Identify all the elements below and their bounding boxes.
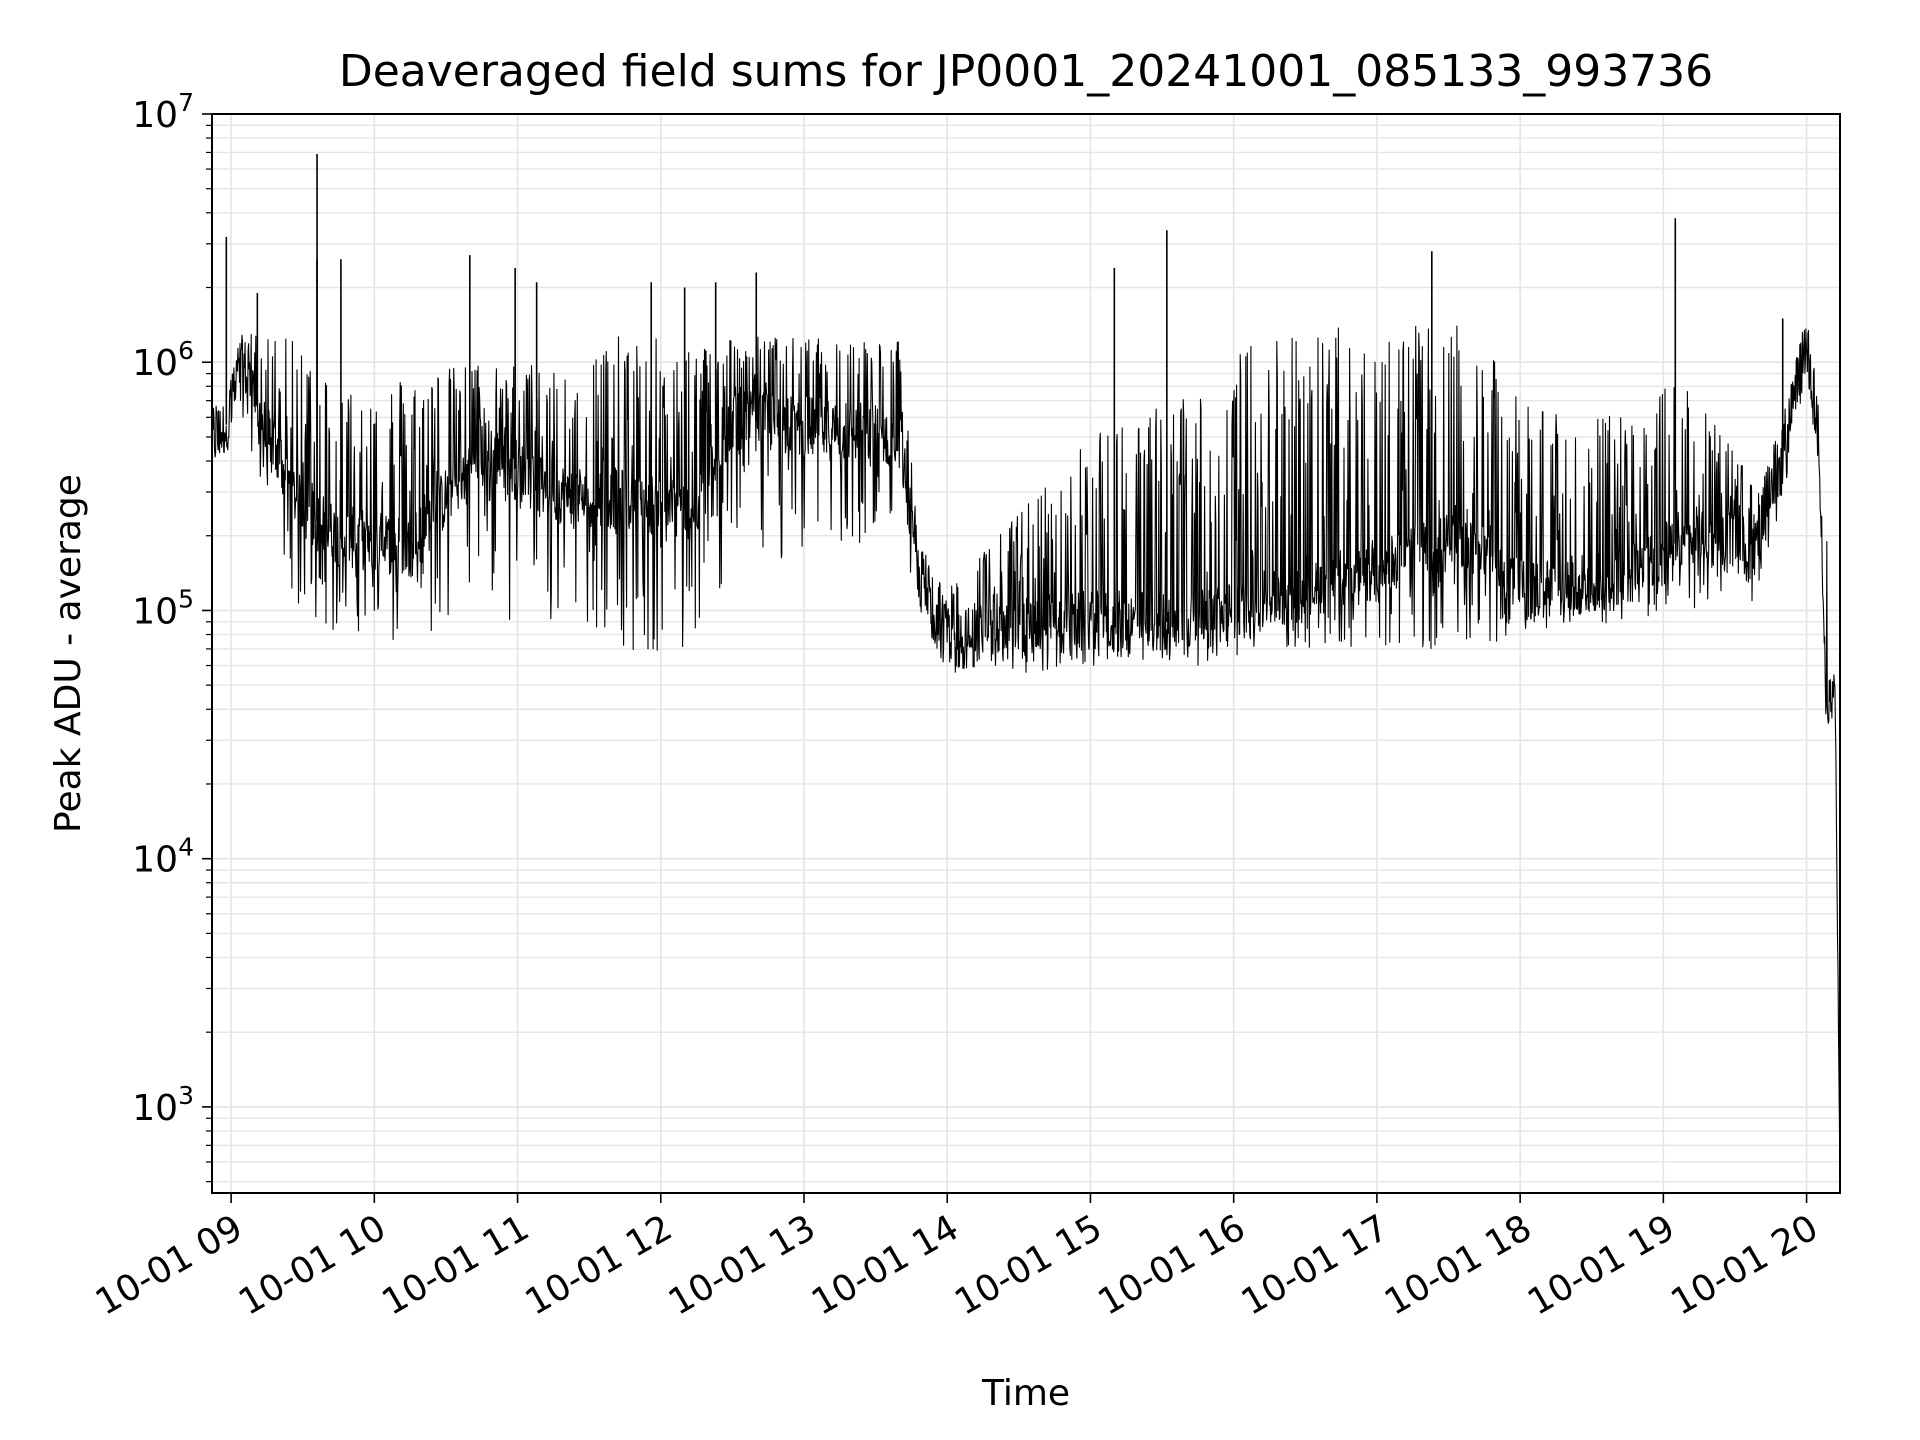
y-tick-label: 105 xyxy=(132,584,194,632)
grid xyxy=(212,113,1840,1193)
plot-area xyxy=(211,154,1841,1182)
y-axis-label: Peak ADU - average xyxy=(48,474,89,833)
axes-frame xyxy=(211,113,1841,1194)
y-tick-label: 107 xyxy=(132,88,194,136)
x-axis-label: Time xyxy=(981,1373,1070,1414)
y-tick-label: 104 xyxy=(132,833,194,881)
y-tick-label: 106 xyxy=(132,336,194,384)
y-tick-label: 103 xyxy=(132,1081,194,1129)
chart-title: Deaveraged field sums for JP0001_2024100… xyxy=(339,46,1713,97)
series-line xyxy=(211,325,1841,1182)
